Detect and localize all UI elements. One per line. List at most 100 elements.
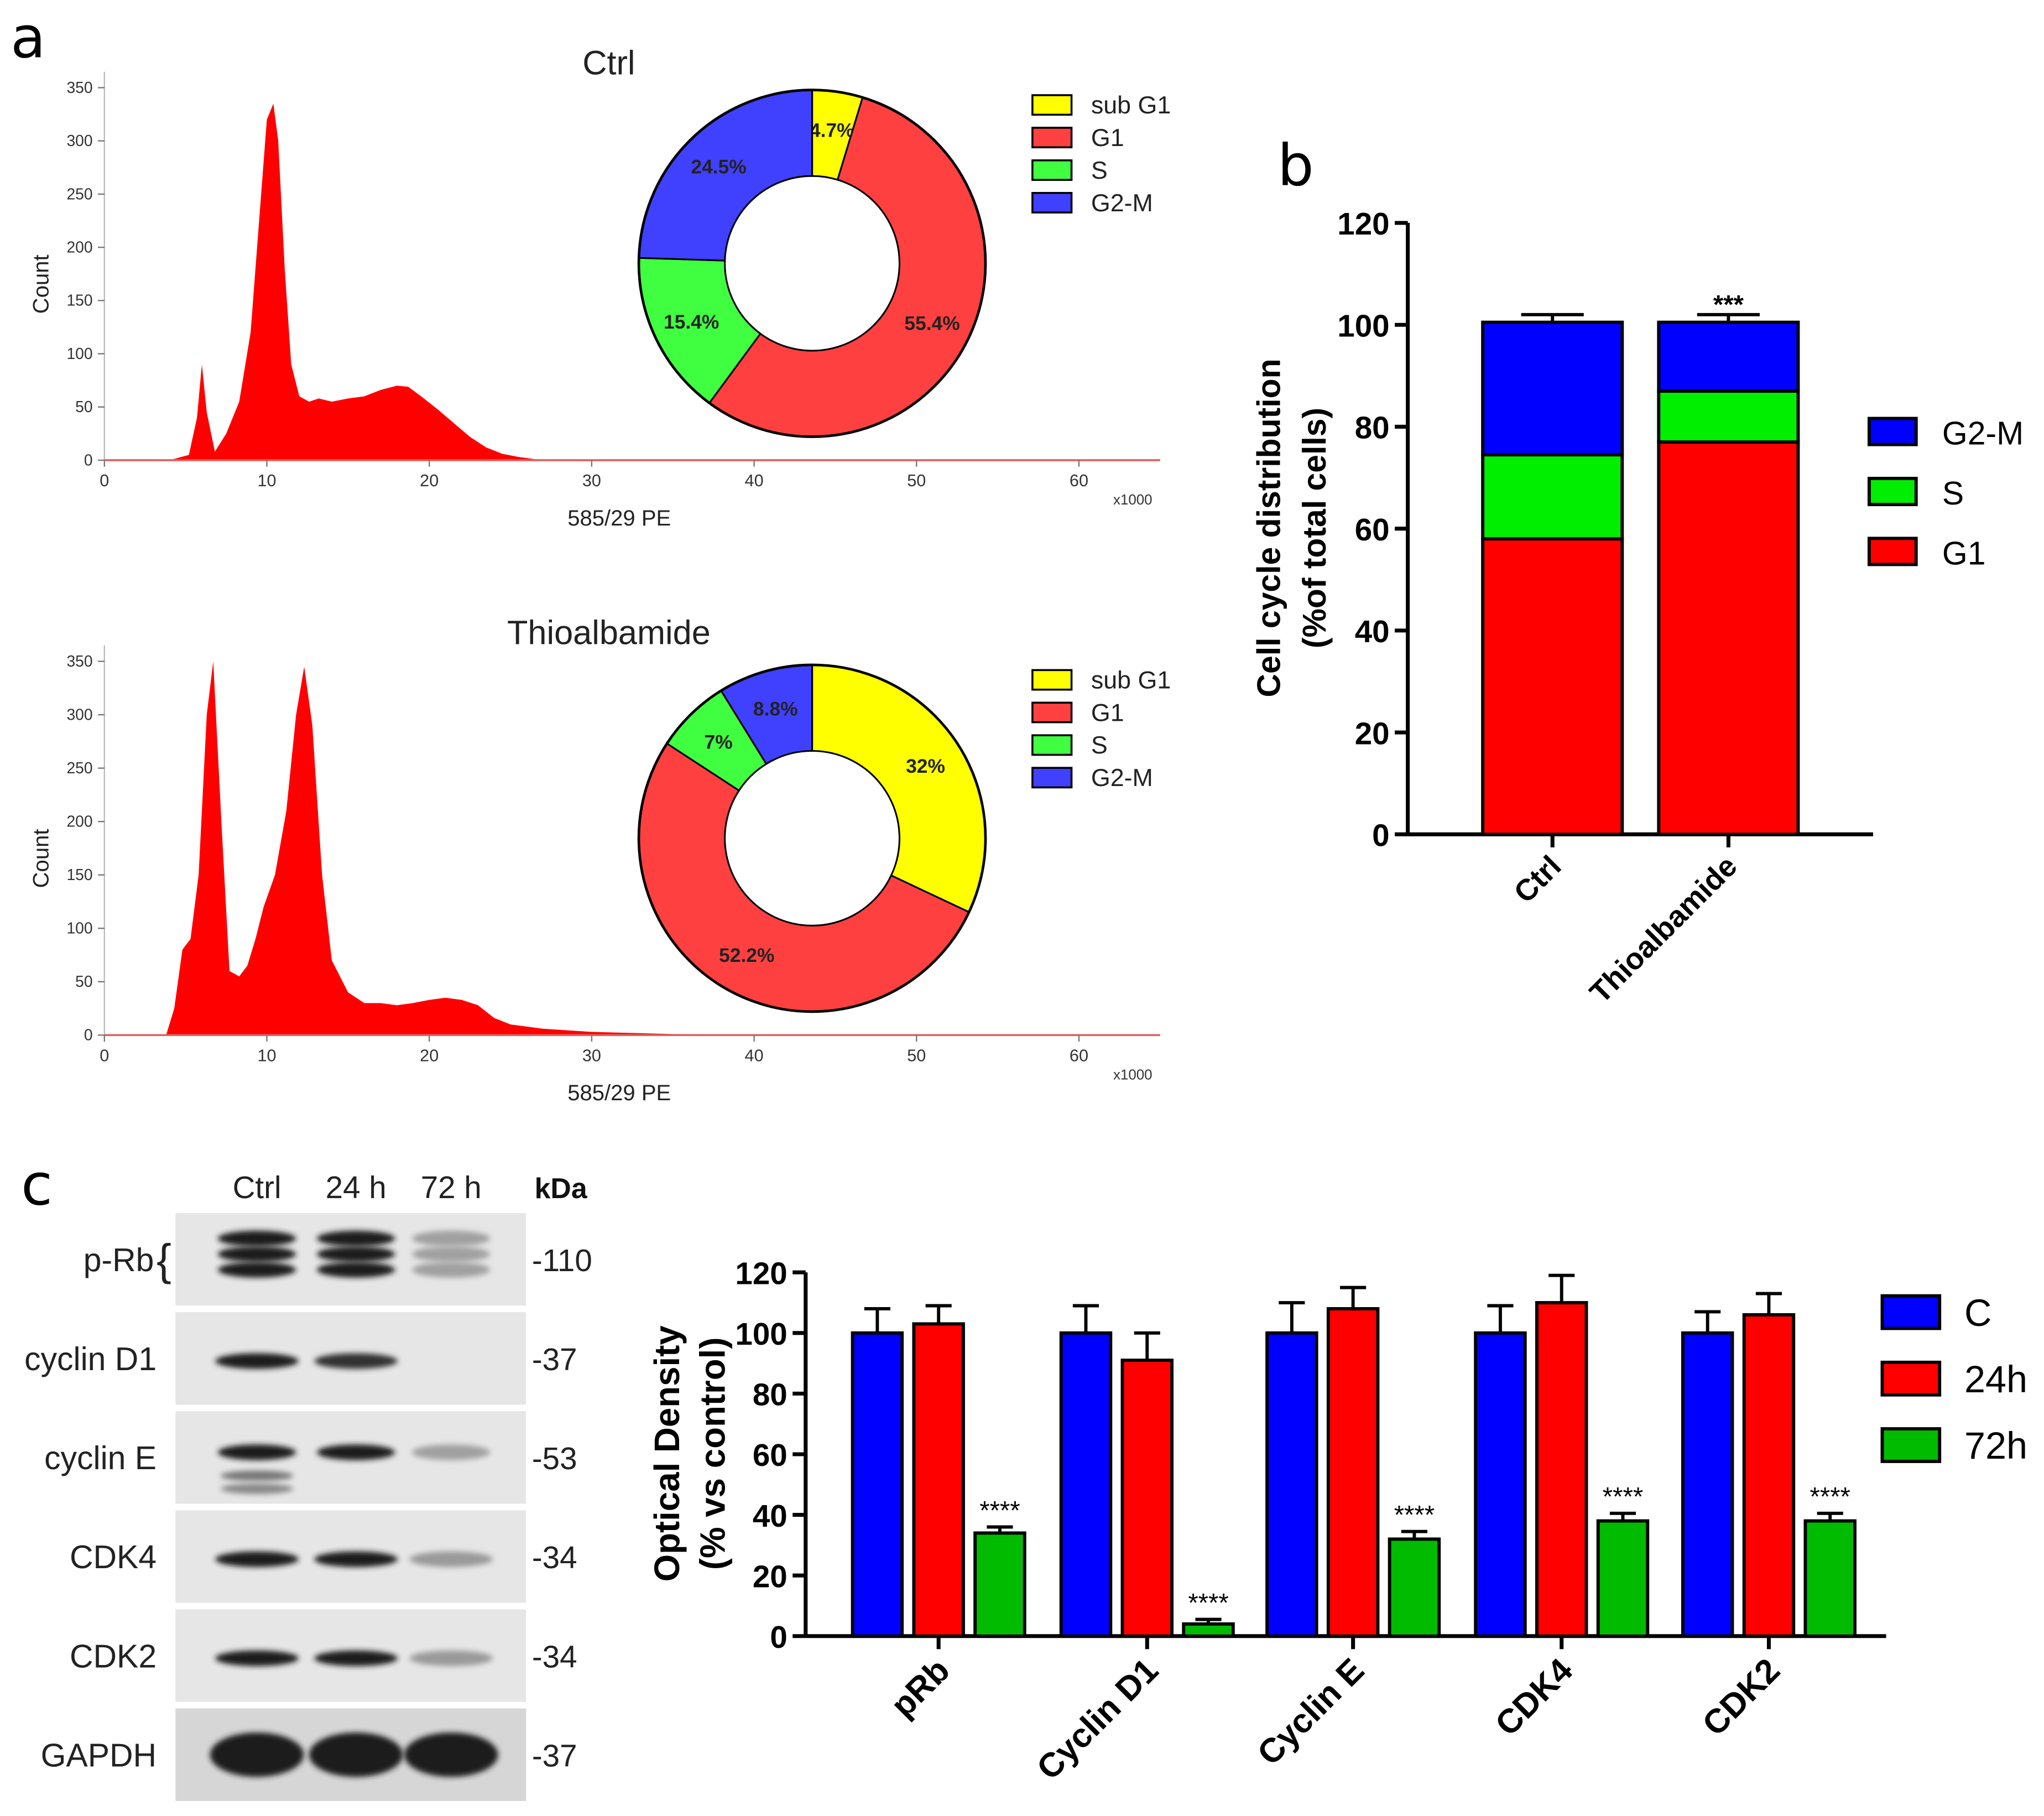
x-tick-label-thioalbamide: Thioalbamide [1583,850,1743,1010]
x-tick-label-cyclin-e: Cyclin E [1250,1651,1371,1772]
panel-label-b: b [1278,133,1314,199]
histogram-area [104,103,1160,460]
x-tick-label: 30 [582,471,601,490]
y-tick-label: 300 [66,706,92,724]
stacked-bar-chart: 0 20 40 60 80 100 120 Cell cycle distribution (%… [1252,206,2024,1010]
bar-prb-24h [912,1322,965,1638]
y-tick-label: 100 [66,919,92,937]
legend-swatch-sub-g1 [1031,669,1073,691]
histogram-area [104,661,1160,1036]
donut-outline [637,89,987,438]
x-tick-label: 10 [257,1046,276,1065]
legend-swatch-s [1867,476,1918,507]
blot-band-cyclin-d1-ctrl [215,1353,299,1369]
donut-slice-sub-g1 [811,664,987,913]
blot-band-p-rb-ctrl [217,1262,296,1278]
lane-label-ctrl: Ctrl [233,1170,281,1205]
y-tick-label: 20 [1355,716,1390,751]
legend-label-g1: G1 [1091,124,1124,152]
blot-brace: { [157,1235,171,1284]
y-tick-label: 250 [66,185,92,202]
x-tick-label: 0 [100,471,109,490]
legend-swatch-sub-g1 [1031,94,1073,116]
y-tick-label: 0 [1372,818,1389,853]
x-tick-label: 0 [100,1046,109,1065]
legend-label-s: S [1091,157,1108,184]
blot-band-gapdh-24-h [309,1732,403,1777]
blot-band-cdk2-24-h [314,1650,398,1666]
y-tick-label: 350 [66,652,92,670]
blot-band-cdk2-72-h [409,1650,493,1666]
significance-cdk2: **** [1810,1482,1850,1511]
y-axis-title-line1: Cell cycle distribution [1252,358,1287,697]
legend-swatch-c [1880,1294,1942,1330]
chart-title: Thioalbamide [507,613,711,651]
blot-band-cyclin-e-72-h [412,1444,491,1460]
legend-label-g2-m: G2-M [1091,189,1153,217]
donut-chart-ctrl: 4.7% 55.4% 15.4% 24.5% sub G1 G1 S G2-M [637,89,1171,438]
legend-swatch-s [1031,159,1073,181]
blot-band-cyclin-e-ctrl [217,1444,296,1460]
western-blot: Ctrl 24 h 72 h kDa p-Rb{-110 cyclin D1 -37 cycl… [24,1170,592,1803]
lane-label-72-h: 72 h [421,1170,482,1205]
y-tick-label: 300 [66,132,92,149]
blot-band-cdk2-ctrl [215,1650,299,1666]
x-tick-label: 40 [745,1046,764,1065]
bar-prb-c [851,1331,904,1638]
legend-swatch-g1 [1031,127,1073,149]
y-tick-label: 0 [770,1620,787,1654]
bar-cdk2-c [1681,1331,1734,1638]
y-tick-label: 120 [1337,206,1389,241]
blot-kda-p-rb: -110 [532,1243,592,1278]
x-tick-label: 50 [907,471,926,490]
bar-cyclin-e-c [1265,1331,1318,1638]
x-tick-label: 50 [907,1046,926,1065]
y-tick-label: 120 [735,1256,787,1291]
kda-header: kDa [535,1172,588,1204]
bar-cyclin-d1-24h [1120,1359,1174,1638]
x-tick-label: 40 [745,471,764,490]
legend-label-g2-m: G2-M [1091,764,1153,792]
x-tick-label-prb: pRb [884,1651,957,1724]
y-tick-label: 200 [66,238,92,256]
blot-kda-cyclin-d1: -37 [532,1342,577,1377]
y-axis-title-line1: Optical Density [648,1325,687,1582]
blot-band-p-rb-ctrl [217,1246,296,1262]
bar-thioalbamide-s [1657,389,1800,444]
lane-label-24-h: 24 h [326,1170,387,1205]
bar-cdk4-24h [1535,1301,1588,1638]
y-tick-label: 0 [84,451,93,469]
bar-cyclin-d1-c [1059,1331,1113,1638]
donut-label-g1: 52.2% [719,945,774,966]
donut-label-sub-g1: 32% [906,756,945,777]
donut-label-g2-m: 8.8% [753,699,798,720]
blot-band-p-rb-24-h [316,1230,395,1247]
legend-label-72h: 72h [1964,1425,2027,1467]
y-axis-title-line2: (%of total cells) [1297,408,1333,648]
donut-label-sub-g1: 4.7% [810,120,854,142]
blot-band-cdk4-72-h [409,1551,493,1567]
legend-swatch-g2-m [1867,417,1918,446]
blot-band-p-rb-72-h [412,1230,491,1247]
blot-row-label-gapdh: GAPDH [41,1737,157,1773]
bar-prb-72h [973,1531,1026,1638]
legend-swatch-s [1031,734,1073,756]
x-multiplier-label: x1000 [1113,492,1153,508]
y-axis-title: Count [29,829,53,888]
bar-cdk4-72h [1596,1519,1650,1638]
legend-label-s: S [1942,476,1964,512]
y-tick-label: 20 [753,1559,788,1594]
bar-cdk4-c [1474,1331,1527,1638]
x-tick-label-ctrl: Ctrl [1508,850,1567,909]
significance-thioalbamide-g2-m: *** [1713,289,1744,319]
x-multiplier-label: x1000 [1113,1067,1153,1083]
x-tick-label-cdk4: CDK4 [1488,1651,1579,1743]
donut-label-s: 7% [705,731,733,753]
y-tick-label: 150 [66,292,92,309]
bar-thioalbamide-g1 [1657,440,1800,836]
y-tick-label: 250 [66,759,92,777]
blot-band-cyclin-e-24-h [316,1444,395,1460]
donut-label-g1: 55.4% [904,313,960,335]
legend-label-g1: G1 [1942,535,1986,571]
